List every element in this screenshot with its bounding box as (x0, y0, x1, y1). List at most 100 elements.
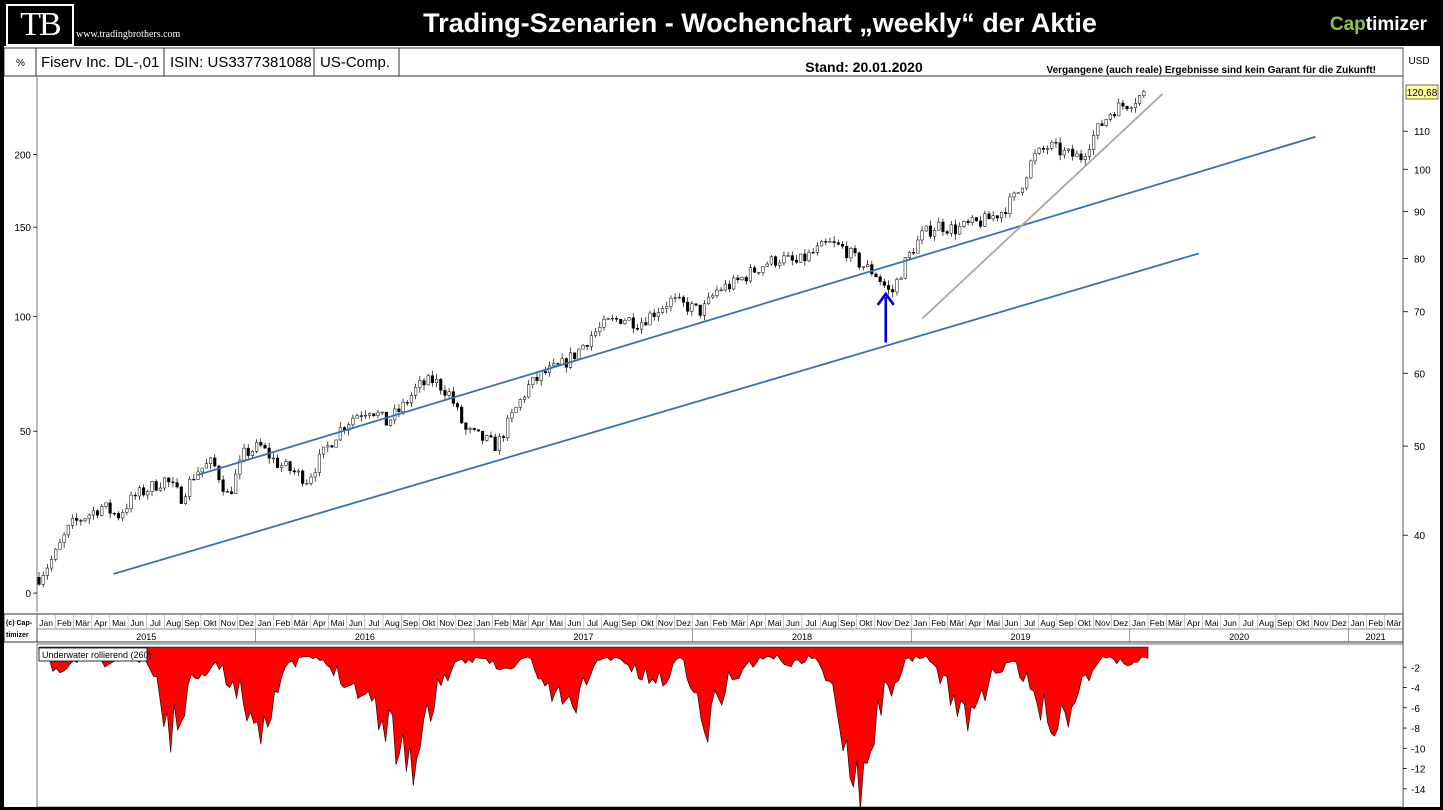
month-label: Sep (621, 618, 636, 628)
candle-body (41, 575, 45, 585)
candle-body (192, 478, 196, 481)
candle-body (485, 435, 489, 441)
candle-body (1117, 102, 1121, 117)
month-label: Nov (876, 618, 892, 628)
candle-body (66, 525, 70, 536)
candle-body (493, 436, 497, 451)
price-plot-area (37, 77, 1403, 612)
candle-body (949, 224, 953, 234)
copyright-top: (c) Cap- (6, 620, 33, 627)
candle-body (464, 422, 468, 430)
month-label: Jul (150, 618, 161, 628)
candle-body (422, 380, 426, 386)
month-label: Apr (313, 618, 326, 628)
candle-body (284, 461, 288, 466)
candle-body (96, 510, 100, 516)
candle-body (527, 384, 531, 398)
right-tick-label: 100 (1414, 165, 1431, 176)
candle-body (209, 457, 213, 465)
candle-body (83, 518, 87, 522)
month-label: Sep (403, 618, 418, 628)
candle-body (899, 277, 903, 280)
upper-trendline (197, 135, 1316, 476)
candle-body (928, 225, 932, 237)
month-label: Jun (130, 618, 144, 628)
candle-body (330, 445, 334, 448)
candle-body (1058, 142, 1062, 156)
right-tick-label: 70 (1414, 308, 1426, 319)
candle-body (531, 376, 535, 385)
candle-body (903, 257, 907, 279)
candle-body (794, 260, 799, 263)
pct-label: % (16, 58, 25, 69)
candle-body (803, 253, 807, 262)
month-label: Jul (1243, 618, 1254, 628)
underwater-tick-label: -2 (1411, 663, 1420, 674)
year-labels: 2015 2016 2017 2018 2019 2020 2021 (36, 629, 1386, 642)
candle-body (681, 296, 686, 303)
candle-body (497, 436, 501, 451)
underwater-tick-label: -8 (1411, 724, 1420, 735)
site-url[interactable]: www.tradingbrothers.com (76, 29, 181, 40)
candle-body (200, 467, 204, 473)
underwater-panel: -2 -4 -6 -8 -10 -12 -14 Underwater rollierend … (36, 643, 1426, 807)
currency-label: USD (1408, 56, 1429, 67)
candle-body (698, 304, 702, 316)
candle-body (58, 542, 62, 550)
candle-body (225, 491, 229, 493)
candle-body (476, 429, 480, 432)
candle-body (313, 472, 317, 478)
candle-body (790, 255, 794, 261)
month-label: Aug (166, 618, 181, 628)
candle-body (112, 512, 116, 515)
candle-body (1029, 160, 1033, 179)
candle-body (183, 496, 188, 504)
candle-body (70, 518, 75, 526)
candle-body (317, 453, 321, 473)
candle-body (229, 491, 234, 495)
candle-body (916, 239, 920, 254)
candle-body (405, 402, 409, 404)
lower-trendline (113, 252, 1200, 575)
candle-body (665, 306, 669, 309)
candle-body (953, 224, 958, 235)
candle-body (1075, 153, 1079, 157)
candle-body (1062, 150, 1066, 156)
month-label: Feb (1150, 618, 1165, 628)
month-label: Feb (276, 618, 291, 628)
month-label: Jul (806, 618, 817, 628)
month-label: Feb (494, 618, 509, 628)
candle-body (288, 461, 292, 472)
candle-body (945, 231, 949, 234)
trendlines (113, 93, 1316, 575)
candle-body (811, 252, 815, 254)
copyright-bottom: timizer (6, 632, 29, 639)
candle-body (861, 266, 865, 268)
month-label: Dez (239, 618, 254, 628)
info-bar: % Fiserv Inc. DL-,01 ISIN: US3377381088 … (4, 47, 1404, 77)
candle-body (430, 375, 434, 383)
candle-body (510, 412, 514, 419)
candle-body (715, 289, 719, 296)
candle-body (372, 413, 376, 416)
left-axis: 0 50 100 150 200 (14, 150, 37, 600)
candle-body (677, 296, 681, 299)
candle-body (774, 256, 778, 266)
candle-body (933, 230, 937, 237)
candle-body (987, 213, 991, 220)
right-tick-label: 60 (1414, 369, 1426, 380)
candle-body (154, 481, 158, 491)
month-label: Sep (1277, 618, 1292, 628)
month-label: Apr (968, 618, 981, 628)
candle-body (1046, 148, 1050, 150)
month-label: Aug (1040, 618, 1055, 628)
candle-body (870, 264, 874, 275)
candle-body (1104, 119, 1108, 126)
month-label: Mai (331, 618, 345, 628)
page-title: Trading-Szenarien - Wochenchart „weekly“… (423, 8, 1097, 38)
month-label: Nov (1313, 618, 1329, 628)
candle-body (1112, 114, 1117, 117)
candle-body (1037, 147, 1041, 154)
candle-body (640, 322, 644, 330)
month-label: Jul (1024, 618, 1035, 628)
